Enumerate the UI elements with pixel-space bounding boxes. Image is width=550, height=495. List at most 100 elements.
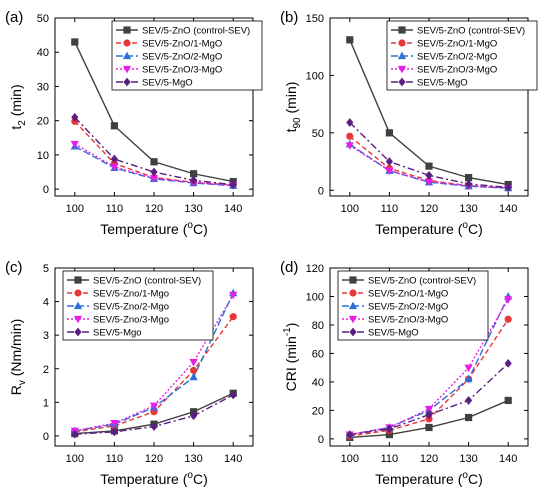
legend-marker	[74, 327, 82, 337]
legend-marker	[74, 276, 82, 284]
data-point	[425, 423, 433, 432]
chart-panel-1: 100 110 120 130 140 0 10 20 30 40 50 (a) Temperature…	[5, 9, 263, 237]
x-axis-label-end: C)	[193, 471, 208, 487]
x-axis-label-sup: o	[462, 470, 468, 481]
data-point	[70, 140, 79, 149]
y-axis-label-sub: v	[17, 380, 28, 385]
data-point	[346, 132, 354, 140]
y-tick-label: 2	[43, 364, 49, 376]
legend: SEV/5-ZnO (control-SEV) SEV/5-ZnO/1-MgO SE…	[386, 20, 538, 91]
series-line	[74, 143, 234, 187]
legend-box	[62, 270, 214, 341]
y-tick-label: 5	[43, 263, 49, 275]
legend-label: SEV/5-ZnO/2-MgO	[142, 52, 222, 63]
y-tick-label: 40	[37, 47, 49, 59]
data-point	[149, 175, 159, 183]
chart-panel-2: 100 110 120 130 140 0 50 100 150 (b) Temperature (…	[280, 9, 538, 237]
legend-label: SEV/5-ZnO/2-MgO	[368, 302, 448, 313]
x-axis-label: Temperature (oC)	[375, 220, 483, 237]
legend-marker	[398, 39, 406, 47]
x-tick-label: 110	[106, 453, 124, 465]
legend-marker	[398, 77, 406, 87]
x-tick-label: 110	[381, 453, 399, 465]
legend-marker	[123, 77, 131, 87]
x-axis-label-sup: o	[187, 470, 193, 481]
y-tick-label: 30	[37, 81, 49, 93]
data-point	[71, 38, 79, 46]
y-tick-label: 80	[312, 320, 324, 332]
x-tick-label: 120	[420, 203, 438, 215]
x-tick-label: 130	[184, 203, 202, 215]
y-axis-label-main: R	[8, 385, 24, 395]
data-point	[465, 179, 473, 189]
x-tick-label: 140	[499, 453, 517, 465]
legend-label: SEV/5-ZnO (control-SEV)	[142, 26, 250, 37]
data-point	[504, 182, 512, 192]
data-point	[110, 420, 119, 428]
y-tick-label: 50	[312, 128, 324, 140]
data-point	[189, 358, 198, 367]
data-point	[190, 170, 198, 178]
legend-marker	[348, 315, 358, 324]
data-point	[504, 315, 512, 323]
legend-box	[337, 270, 489, 341]
data-point	[229, 313, 237, 321]
data-point	[464, 364, 473, 373]
x-axis-label-sup: o	[187, 220, 193, 231]
series-line	[349, 122, 509, 189]
y-axis-label-unit: )	[283, 323, 299, 328]
data-point	[71, 112, 79, 122]
data-point	[464, 374, 473, 383]
legend-marker	[123, 26, 131, 34]
x-tick-label: 100	[341, 453, 359, 465]
x-axis-label: Temperature (oC)	[100, 220, 208, 237]
data-point	[229, 291, 238, 300]
x-axis-label-main: Temperature (	[375, 471, 462, 487]
data-point	[424, 405, 434, 414]
y-axis-label-sup: -1	[282, 327, 293, 336]
legend-marker	[398, 26, 406, 34]
series-5	[71, 112, 237, 190]
legend: SEV/5-ZnO (control-SEV) SEV/5-Zno/1-Mgo SE…	[62, 270, 214, 341]
series-line	[74, 116, 234, 186]
legend-marker	[349, 327, 357, 337]
legend-marker	[397, 51, 407, 60]
y-tick-label: 0	[43, 431, 49, 443]
x-tick-label: 120	[145, 453, 163, 465]
x-axis-label-main: Temperature (	[100, 471, 187, 487]
y-tick-label: 100	[306, 70, 324, 82]
data-point	[465, 413, 473, 422]
y-axis-label: CRI (min-1)	[282, 323, 299, 392]
panel-label: (a)	[5, 9, 23, 26]
y-tick-label: 150	[306, 13, 324, 25]
data-point	[190, 411, 198, 421]
y-axis-label-main: t	[8, 126, 24, 130]
data-point	[504, 396, 512, 405]
x-axis-label: Temperature (oC)	[375, 470, 483, 487]
legend-marker	[73, 315, 83, 324]
data-point	[385, 157, 393, 166]
x-axis-label-sup: o	[462, 220, 468, 231]
x-tick-label: 140	[224, 453, 242, 465]
x-tick-label: 130	[184, 453, 202, 465]
legend-label: SEV/5-MgO	[417, 78, 468, 89]
y-tick-label: 0	[43, 184, 49, 196]
legend-marker	[122, 51, 132, 60]
legend-marker	[74, 289, 82, 297]
panel-label: (d)	[280, 259, 298, 276]
data-point	[385, 424, 393, 434]
y-tick-label: 60	[312, 348, 324, 360]
data-point	[110, 427, 118, 437]
data-point	[346, 430, 354, 440]
legend-label: SEV/5-MgO	[368, 328, 419, 339]
x-tick-label: 100	[341, 203, 359, 215]
y-tick-label: 40	[312, 377, 324, 389]
data-point	[385, 431, 393, 439]
data-point	[150, 167, 158, 177]
x-axis-label-main: Temperature (	[100, 221, 187, 237]
y-tick-label: 120	[306, 263, 324, 275]
data-point	[150, 422, 158, 431]
legend-label: SEV/5-ZnO (control-SEV)	[93, 276, 201, 287]
